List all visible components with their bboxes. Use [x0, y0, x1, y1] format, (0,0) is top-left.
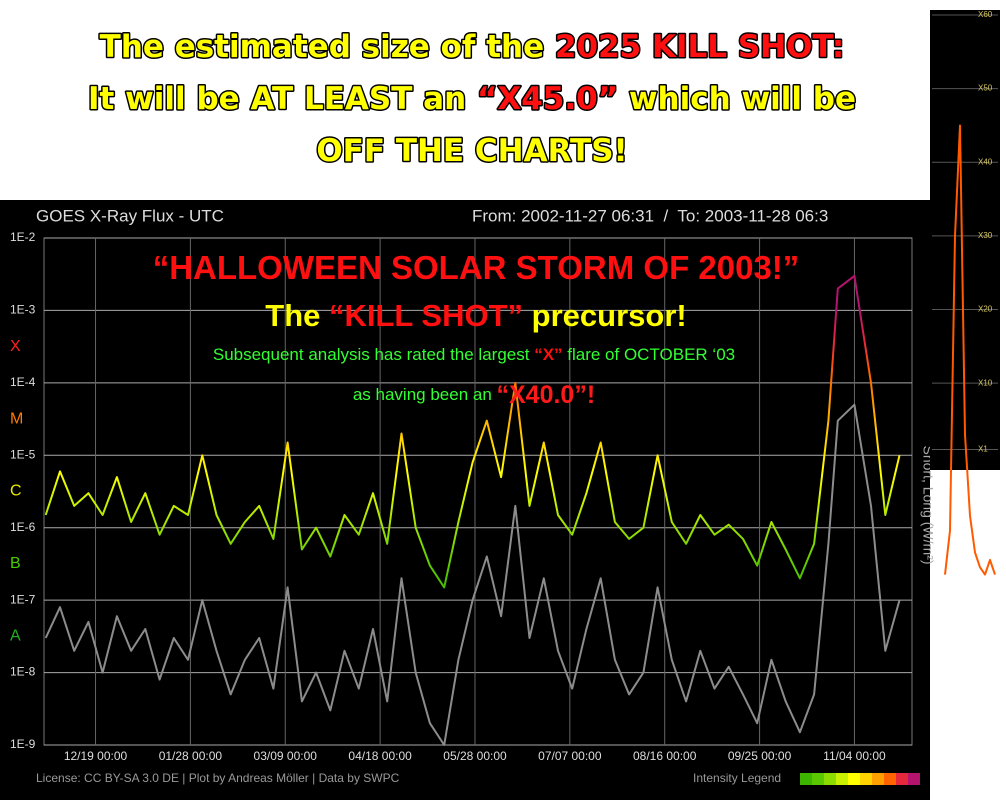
banner-text: It will be AT LEAST an — [88, 81, 477, 117]
annotation: Subsequent analysis has rated the larges… — [213, 345, 735, 364]
chart-background — [0, 200, 930, 800]
y-tick-label: 1E-7 — [10, 592, 36, 606]
annotation-text: as having been an — [353, 385, 497, 404]
y-axis-label: Short, Long (W/m²) — [920, 445, 936, 564]
banner-line: The estimated size of the 2025 KILL SHOT… — [100, 29, 845, 65]
banner-highlight: “X45.0” — [477, 81, 618, 117]
annotation-text: ! — [587, 381, 595, 409]
class-label: B — [10, 555, 21, 572]
annotation-highlight: “KILL SHOT” — [329, 298, 523, 333]
y-tick-label: X20 — [978, 305, 993, 314]
annotation-highlight: “X40.0” — [497, 381, 587, 409]
annotation: The “KILL SHOT” precursor! — [265, 298, 686, 333]
x-tick-label: 09/25 00:00 — [728, 749, 792, 763]
annotations: “HALLOWEEN SOLAR STORM OF 2003!” The “KI… — [153, 249, 800, 409]
annotation-text: “HALLOWEEN SOLAR STORM OF 2003!” — [153, 249, 800, 286]
class-label: A — [10, 628, 21, 645]
y-tick-label: 1E-4 — [10, 375, 36, 389]
chart-subtitle: From: 2002-11-27 06:31 / To: 2003-11-28 … — [472, 206, 828, 225]
x-tick-label: 08/16 00:00 — [633, 749, 697, 763]
class-label: X — [10, 338, 21, 355]
x-tick-label: 04/18 00:00 — [348, 749, 412, 763]
y-tick-label: X50 — [978, 84, 993, 93]
banner: The estimated size of the 2025 KILL SHOT… — [87, 27, 858, 170]
annotation: as having been an “X40.0”! — [353, 381, 595, 409]
x-tick-label: 01/28 00:00 — [159, 749, 223, 763]
banner-line: OFF THE CHARTS! — [316, 133, 627, 169]
legend-swatch — [836, 773, 848, 785]
legend-label: Intensity Legend — [693, 771, 781, 785]
annotation-text: Subsequent analysis has rated the larges… — [213, 345, 534, 364]
class-label: M — [10, 410, 23, 427]
banner-text: OFF THE CHARTS! — [316, 133, 627, 169]
y-tick-label: X10 — [978, 378, 993, 387]
y-tick-label: X60 — [978, 10, 993, 19]
x-tick-label: 07/07 00:00 — [538, 749, 602, 763]
y-tick-label: 1E-8 — [10, 665, 36, 679]
x-tick-label: 11/04 00:00 — [823, 749, 886, 763]
annotation-text: The — [265, 298, 329, 333]
chart-title: GOES X-Ray Flux - UTC — [36, 206, 224, 225]
banner-text: which will be — [618, 81, 856, 117]
legend-swatch — [884, 773, 896, 785]
legend-swatch — [872, 773, 884, 785]
banner-line: It will be AT LEAST an “X45.0” which wil… — [88, 81, 856, 117]
series-line — [44, 274, 901, 589]
y-tick-label: 1E-3 — [10, 303, 36, 317]
annotation-text: precursor! — [523, 298, 687, 333]
legend-swatch — [896, 773, 908, 785]
legend-swatch — [860, 773, 872, 785]
x-tick-label: 12/19 00:00 — [64, 749, 128, 763]
annotation: “HALLOWEEN SOLAR STORM OF 2003!” — [153, 249, 800, 286]
series-line — [944, 124, 996, 576]
legend-swatch — [812, 773, 824, 785]
inset-chart: X60 X50 X40 X30 X20 X10 X1 — [932, 10, 998, 576]
banner-text: The estimated size of the — [100, 29, 555, 65]
y-tick-label: X1 — [978, 445, 988, 454]
plot-area: 1E-9 1E-8 1E-7 1E-6 1E-5 1E-4 1E-3 1E-2 12/19 00… — [10, 230, 913, 763]
y-tick-label: X40 — [978, 157, 993, 166]
y-tick-label: 1E-2 — [10, 230, 36, 244]
footer: License: CC BY-SA 3.0 DE | Plot by Andre… — [36, 771, 400, 785]
annotation-text: flare of OCTOBER ‘03 — [563, 345, 736, 364]
x-tick-label: 03/09 00:00 — [254, 749, 318, 763]
legend-swatch — [848, 773, 860, 785]
banner-highlight: 2025 KILL SHOT: — [555, 29, 844, 65]
y-tick-label: X30 — [978, 231, 993, 240]
y-tick-label: 1E-5 — [10, 447, 36, 461]
legend-swatch — [908, 773, 920, 785]
y-tick-label: 1E-6 — [10, 520, 36, 534]
legend-swatch — [824, 773, 836, 785]
y-tick-label: 1E-9 — [10, 737, 36, 751]
annotation-highlight: “X” — [534, 345, 562, 364]
class-label: C — [10, 483, 22, 500]
x-tick-label: 05/28 00:00 — [443, 749, 507, 763]
series-line — [44, 403, 901, 746]
legend-swatch — [800, 773, 812, 785]
